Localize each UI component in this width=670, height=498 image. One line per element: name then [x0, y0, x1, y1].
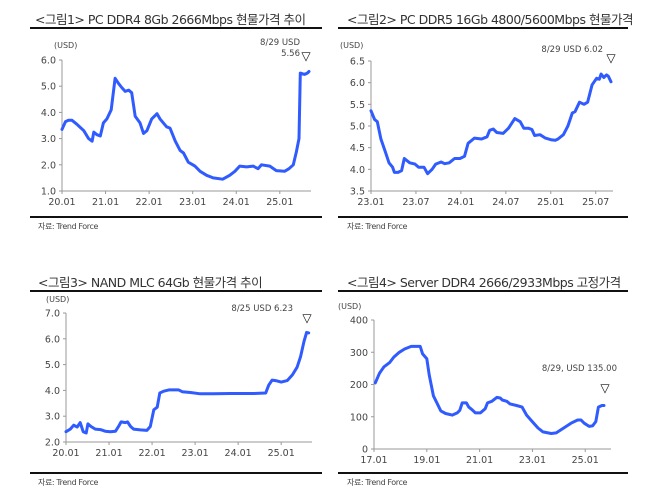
chart2-y-tick-label: 6.0 — [350, 78, 365, 89]
chart3-marker-triangle-icon: ▽ — [302, 311, 312, 325]
chart4-unit-label: (USD) — [338, 302, 361, 311]
chart1-y-tick-label: 3.0 — [41, 134, 56, 145]
chart3-y-tick-label: 5.0 — [45, 360, 60, 371]
chart2-x-tick-label: 23.01 — [357, 197, 384, 208]
chart2-x-tick-label: 24.07 — [492, 197, 519, 208]
chart4-annotation: 8/29, USD 135.00 — [542, 364, 617, 374]
chart4-x-tick-label: 25.01 — [572, 455, 599, 466]
chart3-source: 자료: Trend Force — [38, 478, 99, 487]
chart3-y-tick-label: 7.0 — [45, 309, 60, 320]
chart4-x-tick-label: 23.01 — [519, 455, 546, 466]
chart3-annotation: 8/25 USD 6.23 — [231, 304, 293, 314]
chart1-y-tick-label: 4.0 — [41, 108, 56, 119]
chart3-x-tick-label: 20.01 — [52, 448, 79, 459]
chart1-x-tick-label: 20.01 — [48, 197, 75, 208]
chart3-y-tick-label: 3.0 — [45, 412, 60, 423]
chart3-x-tick-label: 24.01 — [225, 448, 252, 459]
chart1-marker-triangle-icon: ▽ — [301, 49, 311, 63]
chart4-y-tick-label: 0 — [362, 445, 368, 456]
chart2-series-line — [369, 72, 613, 176]
chart3-title: <그림3> NAND MLC 64Gb 현물가격 추이 — [38, 275, 263, 290]
chart3-x-tick-label: 23.01 — [181, 448, 208, 459]
chart2-source: 자료: Trend Force — [347, 222, 408, 231]
chart2-title: <그림2> PC DDR5 16Gb 4800/5600Mbps 현물가격 — [347, 12, 633, 27]
chart4-top-rule — [338, 290, 628, 292]
chart2-marker-triangle-icon: ▽ — [606, 51, 616, 65]
chart1-annotation: 8/29 USD — [260, 38, 300, 48]
chart3-y-tick-label: 6.0 — [45, 334, 60, 345]
chart4-y-tick-label: 100 — [350, 412, 368, 423]
chart4-series-line — [373, 344, 606, 435]
chart1-top-rule — [30, 27, 322, 29]
chart4-bottom-rule — [338, 472, 628, 474]
chart1-x-tick-label: 21.01 — [92, 197, 119, 208]
chart1-series-line — [60, 70, 311, 181]
chart1-annotation: 5.56 — [281, 49, 300, 59]
chart1-x-tick-label: 24.01 — [223, 197, 250, 208]
chart1-x-tick-label: 25.01 — [266, 197, 293, 208]
chart2-top-rule — [338, 27, 628, 29]
chart3-x-tick-label: 21.01 — [95, 448, 122, 459]
chart1-x-tick-label: 23.01 — [179, 197, 206, 208]
chart1-y-tick-label: 6.0 — [41, 56, 56, 67]
chart1-y-tick-label: 2.0 — [41, 160, 56, 171]
chart2-y-tick-label: 4.5 — [350, 143, 365, 154]
chart1-x-tick-label: 22.01 — [136, 197, 163, 208]
chart2-x-tick-label: 24.01 — [447, 197, 474, 208]
chart1-bottom-rule — [30, 216, 322, 218]
chart2-annotation: 8/29 USD 6.02 — [541, 45, 603, 55]
chart4-x-tick-label: 19.01 — [413, 455, 440, 466]
chart2-y-tick-label: 5.0 — [350, 122, 365, 133]
chart4-source: 자료: Trend Force — [347, 478, 408, 487]
chart1-y-tick-label: 1.0 — [41, 187, 56, 198]
chart2-y-tick-label: 6.5 — [350, 57, 365, 68]
chart2-unit-label: (USD) — [340, 41, 363, 50]
chart3-y-tick-label: 2.0 — [45, 438, 60, 449]
chart4-marker-triangle-icon: ▽ — [600, 381, 610, 395]
chart1-unit-label: (USD) — [54, 41, 77, 50]
chart2-y-tick-label: 3.5 — [350, 187, 365, 198]
chart2-y-tick-label: 4.0 — [350, 165, 365, 176]
chart1-y-tick-label: 5.0 — [41, 82, 56, 93]
chart4-x-tick-label: 17.01 — [360, 455, 387, 466]
chart2-x-tick-label: 25.01 — [537, 197, 564, 208]
chart4-title: <그림4> Server DDR4 2666/2933Mbps 고정가격 — [347, 275, 621, 290]
chart1-source: 자료: Trend Force — [38, 222, 99, 231]
chart3-top-rule — [30, 290, 322, 292]
chart3-y-tick-label: 4.0 — [45, 386, 60, 397]
chart3-unit-label: (USD) — [46, 295, 69, 304]
chart1-title: <그림1> PC DDR4 8Gb 2666Mbps 현물가격 추이 — [35, 12, 306, 27]
chart4-x-tick-label: 21.01 — [466, 455, 493, 466]
chart4-y-tick-label: 400 — [350, 316, 368, 327]
chart3-x-tick-label: 22.01 — [138, 448, 165, 459]
chart4-y-tick-label: 200 — [350, 380, 368, 391]
chart2-x-tick-label: 25.07 — [582, 197, 609, 208]
chart3-x-tick-label: 25.01 — [268, 448, 295, 459]
chart2-x-tick-label: 23.07 — [402, 197, 429, 208]
chart4-y-tick-label: 300 — [350, 348, 368, 359]
chart2-y-tick-label: 5.5 — [350, 100, 365, 111]
chart3-bottom-rule — [30, 472, 322, 474]
chart2-bottom-rule — [338, 216, 628, 218]
chart3-series-line — [64, 330, 311, 435]
